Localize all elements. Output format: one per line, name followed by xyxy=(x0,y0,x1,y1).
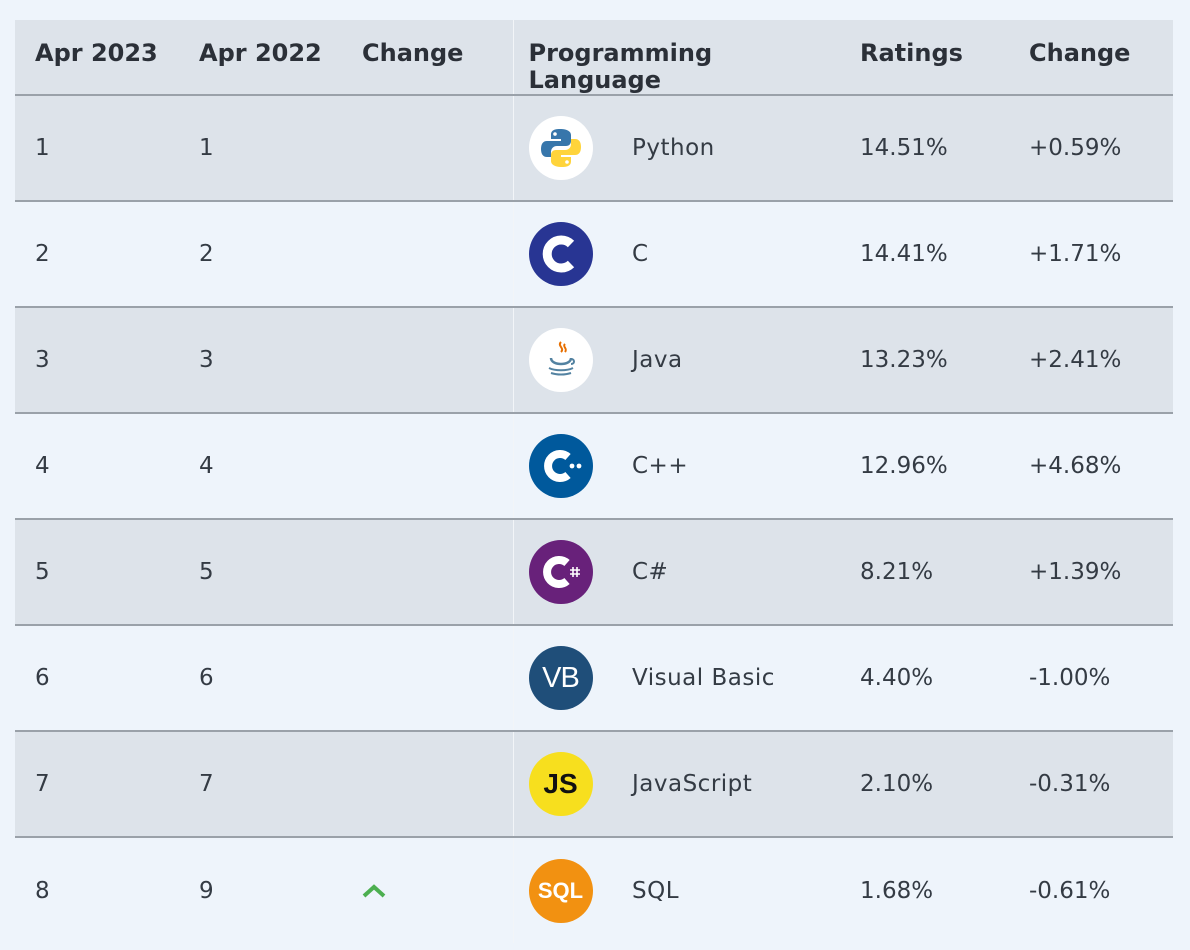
rating-value: 2.10% xyxy=(840,731,1009,838)
visual-basic-icon: VB xyxy=(528,646,593,710)
rating-value: 8.21% xyxy=(840,519,1009,626)
rank-2022: 6 xyxy=(179,625,342,732)
rating-change: +4.68% xyxy=(1009,413,1173,520)
rating-change: -0.61% xyxy=(1009,837,1173,943)
rank-2022: 2 xyxy=(179,201,342,308)
chevron-up-icon xyxy=(362,878,386,904)
rank-change-cell xyxy=(342,625,514,732)
rank-2023: 8 xyxy=(15,837,179,943)
rank-2023: 3 xyxy=(15,307,179,414)
language-ranking-table: Apr 2023 Apr 2022 Change Programming Lan… xyxy=(15,20,1173,943)
header-language-label: Programming Language xyxy=(528,39,713,94)
sql-logo-text: SQL xyxy=(537,877,584,903)
header-ratings[interactable]: Ratings xyxy=(840,20,1009,96)
javascript-logo-text: JS xyxy=(543,768,578,799)
language-name: JavaScript xyxy=(612,731,840,838)
python-icon xyxy=(528,116,593,180)
logo-cell: SQL xyxy=(513,837,612,943)
javascript-icon: JS xyxy=(528,752,593,816)
logo-cell: JS xyxy=(513,731,612,838)
rank-change-cell xyxy=(342,307,514,414)
language-name: C xyxy=(612,201,840,308)
logo-cell xyxy=(513,413,612,520)
rank-change-cell xyxy=(342,731,514,838)
logo-cell xyxy=(513,519,612,626)
rating-value: 14.51% xyxy=(840,95,1009,202)
rank-2023: 5 xyxy=(15,519,179,626)
java-icon xyxy=(528,328,593,392)
tiobe-table-container: Apr 2023 Apr 2022 Change Programming Lan… xyxy=(15,20,1173,943)
c-icon xyxy=(528,222,593,286)
rating-change: +2.41% xyxy=(1009,307,1173,414)
table-row: 7 7 JS JavaScript 2.10% -0.31% xyxy=(15,731,1173,838)
visual-basic-logo-text: VB xyxy=(542,661,580,694)
rating-change: -0.31% xyxy=(1009,731,1173,838)
logo-cell xyxy=(513,201,612,308)
table-row: 8 9 SQL SQL 1.68% -0.61% xyxy=(15,837,1173,943)
table-row: 5 5 C# 8.21% +1.39% xyxy=(15,519,1173,626)
rank-change-cell xyxy=(342,837,514,943)
header-ratings-change[interactable]: Change xyxy=(1009,20,1173,96)
rank-2022: 1 xyxy=(179,95,342,202)
rank-change-cell xyxy=(342,413,514,520)
rank-change-cell xyxy=(342,95,514,202)
csharp-icon xyxy=(528,540,593,604)
rating-value: 13.23% xyxy=(840,307,1009,414)
language-name: SQL xyxy=(612,837,840,943)
sql-icon: SQL xyxy=(528,858,593,923)
table-row: 2 2 C 14.41% +1.71% xyxy=(15,201,1173,308)
language-name: C# xyxy=(612,519,840,626)
table-row: 6 6 VB Visual Basic 4.40% -1.00% xyxy=(15,625,1173,732)
rank-2023: 1 xyxy=(15,95,179,202)
rating-change: -1.00% xyxy=(1009,625,1173,732)
rank-2022: 5 xyxy=(179,519,342,626)
cpp-icon xyxy=(528,434,593,498)
rating-change: +1.39% xyxy=(1009,519,1173,626)
header-apr-2022[interactable]: Apr 2022 xyxy=(179,20,342,96)
header-apr-2023[interactable]: Apr 2023 xyxy=(15,20,179,96)
rating-value: 1.68% xyxy=(840,837,1009,943)
table-row: 1 1 Python 14.51% +0.59% xyxy=(15,95,1173,202)
rating-value: 14.41% xyxy=(840,201,1009,308)
rank-2022: 4 xyxy=(179,413,342,520)
header-programming-language[interactable]: Programming Language xyxy=(513,20,840,96)
rank-2022: 9 xyxy=(179,837,342,943)
language-name: Visual Basic xyxy=(612,625,840,732)
logo-cell: VB xyxy=(513,625,612,732)
table-header-row: Apr 2023 Apr 2022 Change Programming Lan… xyxy=(15,20,1173,96)
rating-change: +0.59% xyxy=(1009,95,1173,202)
language-name: Java xyxy=(612,307,840,414)
language-name: Python xyxy=(612,95,840,202)
rank-2023: 7 xyxy=(15,731,179,838)
logo-cell xyxy=(513,307,612,414)
rating-value: 12.96% xyxy=(840,413,1009,520)
rank-2023: 2 xyxy=(15,201,179,308)
header-rank-change[interactable]: Change xyxy=(342,20,514,96)
rating-change: +1.71% xyxy=(1009,201,1173,308)
rating-value: 4.40% xyxy=(840,625,1009,732)
rank-change-cell xyxy=(342,201,514,308)
language-name: C++ xyxy=(612,413,840,520)
rank-2023: 4 xyxy=(15,413,179,520)
logo-cell xyxy=(513,95,612,202)
rank-2022: 3 xyxy=(179,307,342,414)
table-row: 3 3 Java 13.23% +2.41% xyxy=(15,307,1173,414)
rank-2022: 7 xyxy=(179,731,342,838)
table-row: 4 4 C++ 12.96% +4.68% xyxy=(15,413,1173,520)
rank-change-cell xyxy=(342,519,514,626)
rank-2023: 6 xyxy=(15,625,179,732)
